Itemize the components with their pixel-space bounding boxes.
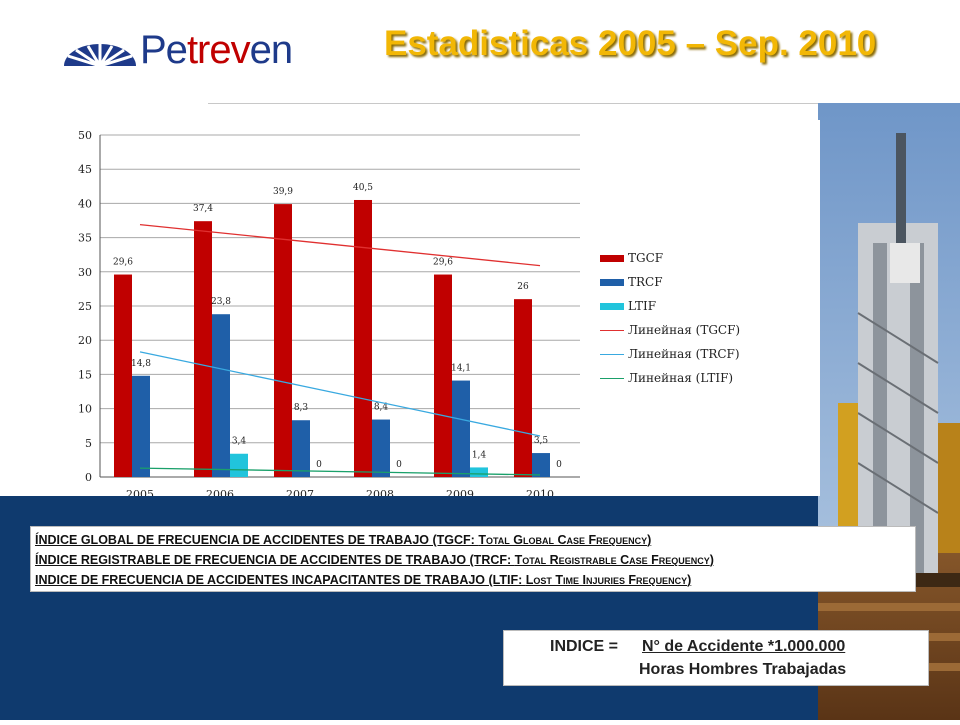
title-divider bbox=[208, 103, 820, 104]
legend-label: Линейная (TRCF) bbox=[628, 347, 740, 361]
legend-item: LTIF bbox=[600, 294, 800, 318]
chart-svg: 0 5 10 15 20 25 30 35 40 45 50 29,6 14,8 2005 37,4 23,8… bbox=[78, 129, 580, 496]
data-label: 29,6 bbox=[433, 258, 453, 268]
bar-tgcf bbox=[354, 199, 372, 477]
y-tick-label: 15 bbox=[78, 368, 92, 381]
data-label: 23,8 bbox=[211, 297, 231, 307]
bar-ltif bbox=[230, 453, 248, 477]
data-label: 39,9 bbox=[273, 187, 293, 197]
logo-wordmark: Petreven bbox=[140, 26, 293, 74]
definition-trcf-text: ÍNDICE REGISTRABLE DE FRECUENCIA DE ACCI… bbox=[35, 553, 515, 567]
bar-trcf bbox=[212, 314, 230, 477]
trendline-tgcf bbox=[139, 223, 541, 267]
bar-trcf bbox=[132, 375, 150, 477]
data-label: 37,4 bbox=[193, 204, 213, 214]
y-tick-label: 35 bbox=[78, 232, 92, 245]
data-label: 14,8 bbox=[131, 359, 151, 369]
x-tick-label: 2005 bbox=[126, 488, 154, 496]
data-label: 3,4 bbox=[232, 437, 247, 447]
drilling-rig-photo bbox=[818, 103, 960, 720]
formula-lhs: INDICE = bbox=[550, 638, 619, 655]
legend-swatch bbox=[600, 302, 624, 310]
data-label: 0 bbox=[396, 460, 402, 470]
logo-text-1: Pe bbox=[140, 28, 188, 72]
bar-tgcf bbox=[274, 204, 292, 478]
legend-swatch bbox=[600, 278, 624, 286]
bar-trcf bbox=[532, 453, 550, 477]
bar-trcf bbox=[452, 380, 470, 477]
legend-item: Линейная (TGCF) bbox=[600, 318, 800, 342]
data-label: 26 bbox=[517, 282, 529, 292]
y-tick-label: 40 bbox=[78, 197, 92, 210]
definition-tgcf-english: Total Global Case Frequency bbox=[478, 533, 648, 547]
legend-item: Линейная (TRCF) bbox=[600, 342, 800, 366]
bar-ltif bbox=[470, 467, 488, 477]
legend-label: Линейная (TGCF) bbox=[628, 323, 741, 337]
statistics-chart: 0 5 10 15 20 25 30 35 40 45 50 29,6 14,8 2005 37,4 23,8… bbox=[60, 120, 820, 496]
legend-line-swatch bbox=[600, 377, 624, 379]
definition-tgcf: ÍNDICE GLOBAL DE FRECUENCIA DE ACCIDENTE… bbox=[35, 530, 911, 550]
legend-line-swatch bbox=[600, 353, 624, 355]
definition-ltif-text: INDICE DE FRECUENCIA DE ACCIDENTES INCAP… bbox=[35, 573, 526, 587]
x-tick-label: 2010 bbox=[526, 488, 554, 496]
definition-trcf-close: ) bbox=[709, 553, 714, 567]
logo-text-2: trev bbox=[186, 28, 251, 72]
legend-item: TRCF bbox=[600, 270, 800, 294]
trendline-ltif bbox=[139, 467, 541, 476]
legend-swatch bbox=[600, 254, 624, 262]
bar-tgcf bbox=[514, 299, 532, 477]
y-tick-label: 0 bbox=[85, 471, 92, 484]
logo-sun-icon bbox=[62, 44, 142, 76]
data-label: 0 bbox=[316, 460, 322, 470]
definitions-box: ÍNDICE GLOBAL DE FRECUENCIA DE ACCIDENTE… bbox=[30, 526, 916, 592]
legend-item: TGCF bbox=[600, 246, 800, 270]
legend-label: LTIF bbox=[628, 299, 657, 313]
y-tick-label: 30 bbox=[78, 266, 92, 279]
bar-trcf bbox=[372, 419, 390, 477]
data-label: 3,5 bbox=[534, 436, 549, 446]
y-tick-label: 10 bbox=[78, 403, 92, 416]
x-tick-label: 2006 bbox=[206, 488, 234, 496]
definition-ltif: INDICE DE FRECUENCIA DE ACCIDENTES INCAP… bbox=[35, 570, 911, 590]
legend-label: Линейная (LTIF) bbox=[628, 371, 734, 385]
definition-tgcf-text: ÍNDICE GLOBAL DE FRECUENCIA DE ACCIDENTE… bbox=[35, 533, 479, 547]
formula-denominator: Horas Hombres Trabajadas bbox=[639, 661, 847, 678]
chart-legend: TGCF TRCF LTIF Линейная (TGCF) Линейная (TRC… bbox=[600, 246, 800, 390]
legend-line-swatch bbox=[600, 329, 624, 331]
definition-ltif-english: Lost Time Injuries Frequency bbox=[525, 573, 688, 587]
legend-label: TRCF bbox=[628, 275, 663, 289]
petreven-logo: Petreven bbox=[62, 26, 302, 76]
bar-tgcf bbox=[434, 274, 452, 477]
bar-trcf bbox=[292, 420, 310, 477]
x-tick-label: 2009 bbox=[446, 488, 474, 496]
y-tick-label: 25 bbox=[78, 300, 92, 313]
bar-tgcf bbox=[114, 274, 132, 477]
data-label: 8,3 bbox=[294, 403, 309, 413]
x-tick-label: 2008 bbox=[366, 488, 394, 496]
y-tick-label: 5 bbox=[85, 437, 92, 450]
formula-box: INDICE = N° de Accidente *1.000.000 Hora… bbox=[503, 630, 929, 686]
page-title: Estadisticas 2005 – Sep. 2010 bbox=[384, 24, 877, 63]
definition-tgcf-close: ) bbox=[647, 533, 652, 547]
header: Petreven Estadisticas 2005 – Sep. 2010 bbox=[0, 0, 960, 100]
logo-text-3: en bbox=[249, 28, 293, 72]
data-label: 0 bbox=[556, 460, 562, 470]
definition-ltif-close: ) bbox=[687, 573, 692, 587]
definition-trcf: ÍNDICE REGISTRABLE DE FRECUENCIA DE ACCI… bbox=[35, 550, 911, 570]
data-label: 29,6 bbox=[113, 258, 133, 268]
definition-trcf-english: Total Registrable Case Frequency bbox=[514, 553, 710, 567]
data-label: 8,4 bbox=[374, 403, 389, 413]
bar-tgcf bbox=[194, 221, 212, 477]
legend-label: TGCF bbox=[628, 251, 664, 265]
x-tick-label: 2007 bbox=[286, 488, 314, 496]
data-label: 1,4 bbox=[472, 450, 487, 460]
y-tick-label: 50 bbox=[78, 129, 92, 142]
legend-item: Линейная (LTIF) bbox=[600, 366, 800, 390]
trendline-trcf bbox=[139, 351, 541, 437]
y-tick-label: 20 bbox=[78, 334, 92, 347]
data-label: 40,5 bbox=[353, 183, 373, 193]
y-tick-label: 45 bbox=[78, 163, 92, 176]
formula-numerator: N° de Accidente *1.000.000 bbox=[642, 638, 846, 655]
data-label: 14,1 bbox=[451, 364, 471, 374]
